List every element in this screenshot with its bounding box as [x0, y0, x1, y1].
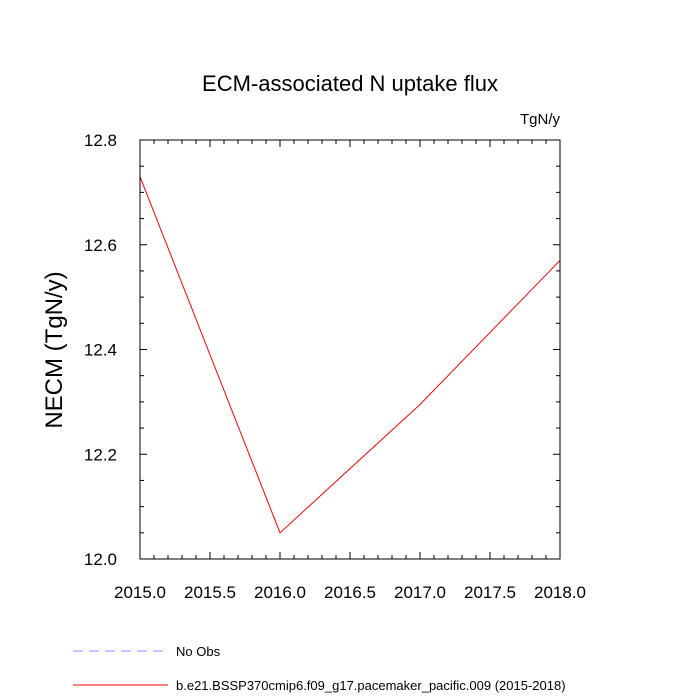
x-tick-label: 2016.5 [324, 583, 376, 602]
axis-ticks [139, 139, 561, 560]
y-tick-label: 12.0 [84, 550, 117, 569]
series-lines [139, 176, 561, 534]
y-tick-label: 12.4 [84, 341, 117, 360]
x-tick-label: 2017.0 [394, 583, 446, 602]
x-tick-label: 2018.0 [534, 583, 586, 602]
y-axis-label: NECM (TgN/y) [41, 271, 68, 428]
legend-label-no-obs: No Obs [176, 644, 221, 659]
tick-labels: 2015.0 2015.5 2016.0 2016.5 2017.0 2017.5 2018… [84, 131, 586, 602]
y-tick-label: 12.8 [84, 131, 117, 150]
y-tick-label: 12.6 [84, 236, 117, 255]
y-tick-label: 12.2 [84, 445, 117, 464]
legend: No Obs b.e21.BSSP370cmip6.f09_g17.pacema… [73, 644, 566, 693]
legend-label-model: b.e21.BSSP370cmip6.f09_g17.pacemaker_pac… [176, 678, 566, 693]
x-tick-label: 2015.0 [114, 583, 166, 602]
x-tick-label: 2016.0 [254, 583, 306, 602]
plot-frame [139, 139, 561, 560]
chart-title: ECM-associated N uptake flux [202, 71, 498, 96]
x-tick-label: 2015.5 [184, 583, 236, 602]
units-label: TgN/y [520, 111, 561, 128]
x-tick-label: 2017.5 [464, 583, 516, 602]
series-line-0 [139, 176, 561, 534]
